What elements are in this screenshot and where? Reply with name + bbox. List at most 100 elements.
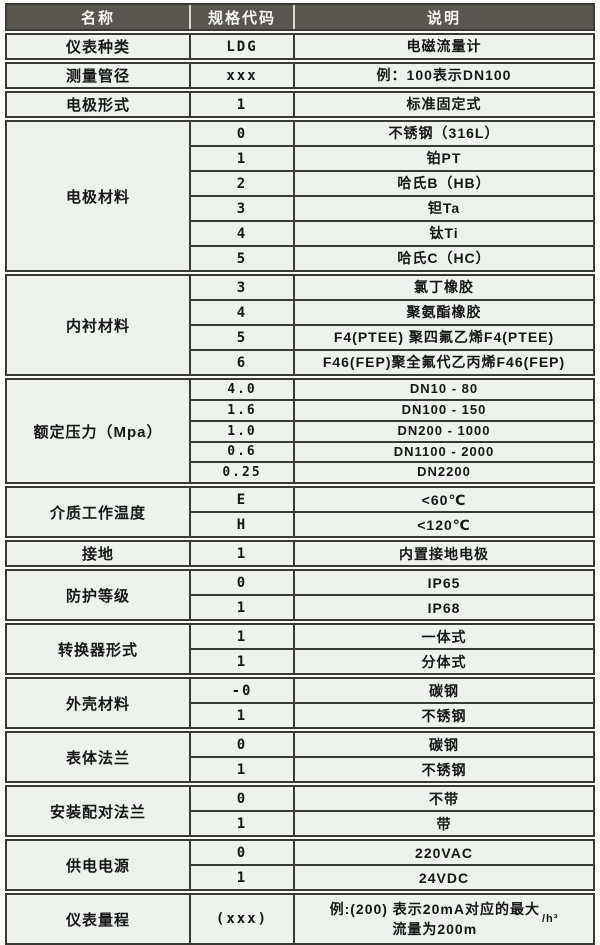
group-name: 介质工作温度 (7, 488, 191, 537)
table-row: 4 钛Ti (191, 220, 593, 245)
spec-code-cell: 1 (191, 93, 295, 116)
spec-desc-cell: IP65 (295, 571, 593, 594)
spec-desc-text: DN1100 - 2000 (393, 443, 495, 459)
spec-desc-cell: DN1100 - 2000 (295, 443, 593, 462)
group-name: 电极形式 (7, 93, 191, 116)
spec-code-cell: 4.0 (191, 380, 295, 399)
spec-desc-text: 哈氏C（HC） (397, 250, 491, 267)
spec-group: 电极材料 0 不锈钢（316L） 1 铂PT 2 哈氏B（HB） 3 钽Ta 4 钛Ti 5 哈氏C（H… (5, 120, 595, 272)
table-row: 0 碳钢 (191, 733, 593, 757)
table-row: 1 内置接地电极 (191, 542, 593, 566)
header-code: 规格代码 (191, 5, 295, 29)
spec-desc-cell: 例:(200) 表示20mA对应的最大 流量为200m/h³ (295, 895, 593, 943)
spec-code-cell: 1.0 (191, 421, 295, 441)
table-row: (xxx) 例:(200) 表示20mA对应的最大 流量为200m/h³ (191, 895, 593, 944)
spec-desc-cell: 氯丁橡胶 (295, 276, 593, 299)
spec-desc-cell: 钛Ti (295, 222, 593, 245)
spec-group: 安装配对法兰 0 不带 1 带 (5, 785, 595, 838)
spec-code-cell: 1 (191, 758, 295, 782)
table-row: 0 不锈钢（316L） (191, 122, 593, 145)
spec-desc-cell: 不锈钢 (295, 704, 593, 727)
spec-desc-cell: 带 (295, 812, 593, 835)
spec-desc-text: DN100 - 150 (401, 401, 487, 417)
spec-desc-cell: 哈氏C（HC） (295, 247, 593, 270)
table-row: 1 铂PT (191, 145, 593, 170)
group-name: 防护等级 (7, 571, 191, 620)
table-row: xxx 例：100表示DN100 (191, 64, 593, 87)
spec-desc-superscript: /h³ (541, 913, 559, 926)
spec-desc-text: 分体式 (421, 653, 467, 670)
header-name: 名称 (7, 5, 191, 29)
group-name: 转换器形式 (7, 625, 191, 674)
spec-desc-text: 24VDC (418, 869, 470, 886)
spec-group: 仪表量程 (xxx) 例:(200) 表示20mA对应的最大 流量为200m/h³ (5, 893, 595, 945)
spec-desc-cell: IP68 (295, 596, 593, 619)
spec-group: 额定压力（Mpa） 4.0 DN10 - 80 1.6 DN100 - 150 1.0 DN… (5, 378, 595, 485)
spec-code-cell: 0.6 (191, 442, 295, 462)
spec-desc-text: 不锈钢（316L） (388, 125, 500, 142)
group-name: 表体法兰 (7, 733, 191, 782)
spec-desc-text: 钽Ta (427, 200, 461, 217)
table-row: -0 碳钢 (191, 679, 593, 703)
spec-desc-text: 氯丁橡胶 (414, 279, 474, 296)
spec-code-cell: LDG (191, 35, 295, 58)
table-row: 1 24VDC (191, 864, 593, 890)
spec-code-cell: 0 (191, 787, 295, 811)
table-row: 0 IP65 (191, 571, 593, 595)
spec-desc-text: 带 (436, 815, 452, 832)
spec-code-cell: 3 (191, 197, 295, 220)
table-row: 1.0 DN200 - 1000 (191, 419, 593, 441)
spec-group: 供电电源 0 220VAC 1 24VDC (5, 839, 595, 892)
spec-group: 仪表种类 LDG 电磁流量计 (5, 33, 595, 60)
spec-desc-text: <60℃ (421, 491, 467, 508)
table-row: LDG 电磁流量计 (191, 35, 593, 58)
spec-code-cell: 2 (191, 172, 295, 195)
spec-desc-text: 标准固定式 (406, 96, 482, 113)
spec-code-cell: 0.25 (191, 463, 295, 483)
spec-desc-cell: 电磁流量计 (295, 35, 593, 58)
spec-table-body: 仪表种类 LDG 电磁流量计 测量管径 xxx 例：100表示DN100 电极形式 1 标准固定… (5, 33, 595, 945)
table-row: 0.25 DN2200 (191, 461, 593, 483)
table-row: 5 F4(PTEE) 聚四氟乙烯F4(PTEE) (191, 324, 593, 349)
spec-desc-text: F46(FEP)聚全氟代乙丙烯F46(FEP) (322, 354, 566, 371)
spec-code-cell: 1.6 (191, 400, 295, 420)
spec-desc-text: 碳钢 (429, 682, 459, 699)
spec-group: 防护等级 0 IP65 1 IP68 (5, 569, 595, 622)
spec-code-cell: 1 (191, 812, 295, 836)
group-name: 测量管径 (7, 64, 191, 87)
spec-code-cell: 1 (191, 625, 295, 649)
table-row: 4.0 DN10 - 80 (191, 380, 593, 399)
spec-group: 表体法兰 0 碳钢 1 不锈钢 (5, 731, 595, 784)
spec-group: 转换器形式 1 一体式 1 分体式 (5, 623, 595, 676)
spec-desc-cell: 一体式 (295, 625, 593, 648)
table-row: 1 标准固定式 (191, 93, 593, 116)
spec-desc-text: 不带 (429, 790, 459, 807)
group-name: 额定压力（Mpa） (7, 380, 191, 483)
spec-code-cell: (xxx) (191, 895, 295, 944)
spec-desc-cell: 铂PT (295, 147, 593, 170)
spec-desc-cell: F4(PTEE) 聚四氟乙烯F4(PTEE) (295, 326, 593, 349)
group-name: 外壳材料 (7, 679, 191, 728)
spec-desc-cell: DN10 - 80 (295, 380, 593, 399)
table-row: 2 哈氏B（HB） (191, 170, 593, 195)
spec-code-cell: 1 (191, 866, 295, 890)
table-row: 1.6 DN100 - 150 (191, 398, 593, 420)
spec-desc-cell: 不锈钢（316L） (295, 122, 593, 145)
spec-desc-cell: <120℃ (295, 513, 593, 536)
spec-desc-cell: 不锈钢 (295, 758, 593, 781)
spec-group: 接地 1 内置接地电极 (5, 540, 595, 568)
table-row: 5 哈氏C（HC） (191, 245, 593, 270)
spec-code-cell: 0 (191, 122, 295, 145)
spec-code-cell: 1 (191, 704, 295, 728)
spec-desc-text: 钛Ti (429, 225, 459, 242)
spec-desc-cell: DN2200 (295, 463, 593, 482)
spec-table: 名称 规格代码 说明 仪表种类 LDG 电磁流量计 测量管径 xxx 例：100表示DN1… (5, 3, 595, 945)
spec-code-cell: 4 (191, 222, 295, 245)
spec-desc-cell: 24VDC (295, 866, 593, 889)
spec-code-cell: 0 (191, 571, 295, 595)
table-row: 1 IP68 (191, 594, 593, 620)
spec-desc-cell: 不带 (295, 787, 593, 810)
group-name: 供电电源 (7, 841, 191, 890)
spec-desc-text: F4(PTEE) 聚四氟乙烯F4(PTEE) (333, 329, 555, 346)
